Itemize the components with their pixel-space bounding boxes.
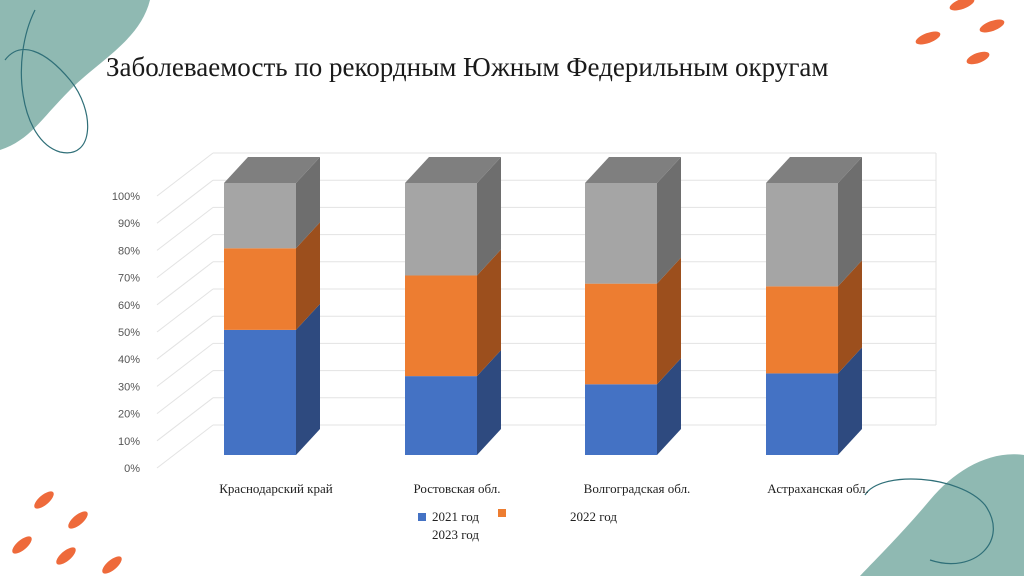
teal-loop-bottom-right [864,478,994,565]
gridline-diagonal [156,424,214,469]
legend-label-2022: 2022 год [570,509,617,524]
y-tick-label: 0% [124,463,140,475]
bar-top-face [224,157,320,183]
x-category-label: Астраханская обл. [767,481,868,496]
gridline-diagonal [156,234,214,278]
bar-segment-side [657,358,681,455]
legend-item-2021: 2021 год [418,509,479,525]
teal-loop-top-left [4,9,89,154]
legend-swatch-2022 [498,509,506,517]
gridline-diagonal [156,397,214,442]
bar-segment-side [477,249,501,377]
gridline-diagonal [156,343,214,387]
gridline-diagonal [156,152,214,197]
x-category-label: Волгоградская обл. [584,481,691,496]
teal-blob-bottom-right [860,454,1024,576]
bar-top-face [766,157,862,183]
legend-item-2023: 2023 год [432,527,479,543]
bar-segment-side [657,257,681,385]
gridline-diagonal [156,288,214,333]
bar-segment-front [766,286,838,374]
gridline-diagonal [156,261,214,306]
bar-segment-front [224,329,296,455]
bar-segment-front [766,373,838,455]
bar-segment-front [766,183,838,287]
slide-title: Заболеваемость по рекордным Южным Федери… [106,52,829,82]
bar-segment-side [838,157,862,287]
bar-segment-side [477,350,501,455]
x-category-label: Ростовская обл. [414,481,501,496]
y-tick-label: 30% [118,381,140,393]
bar-top-face [585,157,681,183]
bar-segment-side [296,157,320,249]
bar-segment-side [838,347,862,455]
bar-segment-side [477,157,501,276]
x-category-label: Краснодарский край [219,481,333,496]
bar-segment-side [657,157,681,284]
legend-swatch-2021 [418,513,426,521]
y-tick-label: 50% [118,327,140,339]
gridline-diagonal [156,179,214,224]
orange-dashes-bottom-left [12,491,122,574]
bar-segment-front [585,283,657,385]
bar-segment-front [405,183,477,276]
bar-segment-side [296,222,320,330]
y-tick-label: 40% [118,354,140,366]
bar-top-face [405,157,501,183]
y-tick-label: 20% [118,409,140,421]
y-tick-label: 10% [118,436,140,448]
legend-label-2023: 2023 год [432,527,479,542]
bar-segment-front [585,384,657,455]
y-tick-label: 90% [118,218,140,230]
gridline-diagonal [156,207,214,251]
orange-dashes-top-right [915,0,1005,65]
bar-segment-side [838,260,862,374]
gridline-diagonal [156,315,214,360]
legend-item-2022 [498,509,512,517]
gridline-diagonal [156,370,214,414]
bar-segment-side [296,303,320,455]
y-tick-label: 100% [112,191,140,203]
teal-blob-top-left [0,0,150,150]
bar-segment-front [585,183,657,284]
bar-segment-front [405,275,477,377]
bar-segment-front [224,248,296,330]
bar-segment-front [405,376,477,455]
y-tick-label: 80% [118,245,140,257]
legend-label-2021: 2021 год [432,509,479,524]
y-tick-label: 60% [118,300,140,312]
y-tick-label: 70% [118,273,140,285]
bar-segment-front [224,183,296,249]
legend-label-2022-wrap: 2022 год [570,509,617,525]
